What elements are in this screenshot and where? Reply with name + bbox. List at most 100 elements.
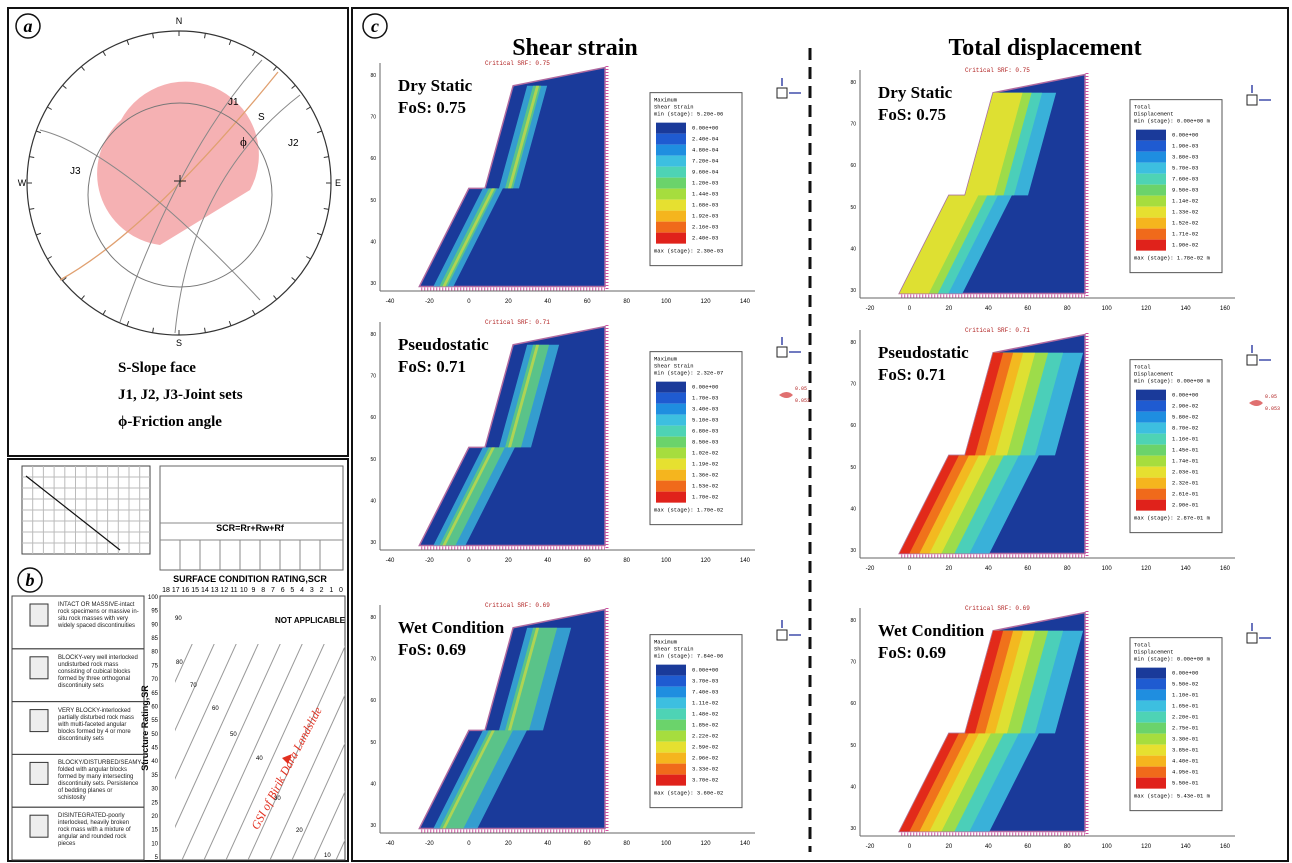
sr-tick: 10 bbox=[151, 841, 158, 847]
y-tick-label: 60 bbox=[370, 415, 376, 421]
legend-swatch bbox=[1136, 455, 1166, 467]
structure-sketch bbox=[29, 603, 49, 627]
y-tick-label: 50 bbox=[370, 457, 376, 463]
y-tick-label: 50 bbox=[850, 465, 856, 471]
stereonet-tick bbox=[228, 320, 232, 327]
structure-text: DISINTEGRATED-poorly interlocked, heavil… bbox=[58, 813, 131, 848]
x-tick-label: 40 bbox=[985, 844, 992, 850]
contour-band bbox=[899, 630, 1004, 832]
legend-swatch bbox=[656, 458, 686, 470]
sr-tick: 55 bbox=[151, 718, 158, 724]
legend-swatch bbox=[1136, 777, 1166, 789]
y-tick-label: 80 bbox=[850, 340, 856, 346]
stereonet-tick bbox=[291, 277, 296, 282]
legend-value: 1.45e-01 bbox=[1172, 447, 1199, 454]
seismic-label: 0.05 bbox=[795, 386, 807, 392]
scr-tick: 9 bbox=[252, 587, 256, 594]
legend-value: 5.10e-03 bbox=[692, 417, 718, 424]
legend-swatch bbox=[1136, 195, 1166, 207]
friction-circle bbox=[87, 102, 273, 288]
legend-swatch bbox=[1136, 129, 1166, 141]
panel-badge bbox=[17, 567, 43, 593]
legend-title: min (stage): 0.00e+00 m bbox=[1134, 378, 1211, 385]
legend-value: 7.40e-03 bbox=[692, 689, 718, 696]
legend-swatch bbox=[1136, 488, 1166, 500]
x-tick-label: -20 bbox=[425, 558, 434, 564]
legend-value: 4.95e-01 bbox=[1172, 769, 1199, 776]
sr-tick: 40 bbox=[151, 759, 158, 765]
critical-srf: Critical SRF: 0.71 bbox=[485, 319, 550, 326]
legend-swatch bbox=[656, 144, 686, 156]
panel-c-frame bbox=[351, 7, 1289, 862]
legend-value: 5.50e-02 bbox=[1172, 681, 1198, 688]
legend-max: max (stage): 5.43e-01 m bbox=[1134, 793, 1211, 800]
x-tick-label: 80 bbox=[623, 558, 630, 564]
legend-title: Maximum bbox=[654, 639, 678, 646]
legend-value: 0.00e+00 bbox=[692, 384, 718, 391]
critical-srf: Critical SRF: 0.69 bbox=[965, 605, 1030, 612]
scr-tick: 8 bbox=[261, 587, 265, 594]
x-tick-label: 0 bbox=[467, 841, 471, 847]
structure-text: INTACT OR MASSIVE-intact rock specimens … bbox=[58, 602, 139, 629]
fos: FoS: 0.75 bbox=[398, 98, 466, 117]
x-tick-label: 80 bbox=[623, 299, 630, 305]
legend-value: 1.33e-02 bbox=[1172, 209, 1198, 216]
scr-tick: 13 bbox=[211, 587, 219, 594]
legend-swatch bbox=[1136, 444, 1166, 456]
scr-tick: 18 bbox=[162, 587, 170, 594]
x-tick-label: 80 bbox=[1064, 306, 1071, 312]
x-tick-label: 0 bbox=[908, 844, 912, 850]
legend-swatch bbox=[1136, 151, 1166, 163]
x-tick-label: 140 bbox=[740, 558, 751, 564]
structure-text: BLOCKY/DISTURBED/SEAMY-folded with angul… bbox=[58, 760, 143, 802]
legend-swatch bbox=[656, 469, 686, 481]
contour-band bbox=[439, 85, 542, 287]
stereonet-tick bbox=[102, 310, 106, 315]
legend-value: 7.20e-04 bbox=[692, 158, 719, 165]
legend-swatch bbox=[1136, 433, 1166, 445]
x-tick-label: 100 bbox=[661, 299, 672, 305]
legend-max: max (stage): 2.30e-03 bbox=[654, 248, 723, 255]
stereonet-tick bbox=[62, 277, 67, 282]
x-tick-label: 20 bbox=[946, 306, 953, 312]
x-tick-label: 100 bbox=[1102, 566, 1113, 572]
condition: Dry Static bbox=[398, 76, 473, 95]
gsi-line bbox=[175, 644, 259, 829]
x-tick-label: 20 bbox=[505, 558, 512, 564]
support-arrow bbox=[1251, 345, 1271, 361]
y-tick-label: 30 bbox=[850, 826, 856, 832]
stereonet-tick bbox=[273, 66, 278, 71]
gsi-line bbox=[175, 644, 215, 732]
legend-title: min (stage): 5.20e-06 bbox=[654, 111, 723, 118]
seismic-marker bbox=[1249, 400, 1263, 406]
legend-value: 1.10e-01 bbox=[1172, 692, 1199, 699]
legend-title: min (stage): 7.84e-06 bbox=[654, 653, 723, 660]
y-tick-label: 70 bbox=[370, 657, 376, 663]
legend-value: 3.85e-01 bbox=[1172, 747, 1199, 754]
legend-swatch bbox=[656, 708, 686, 720]
contours bbox=[433, 627, 572, 829]
structure-sketch bbox=[29, 814, 49, 838]
critical-srf: Critical SRF: 0.75 bbox=[965, 67, 1030, 74]
contours bbox=[899, 630, 1084, 832]
x-tick-label: 0 bbox=[908, 566, 912, 572]
not-applicable: NOT APPLICABLE bbox=[275, 616, 346, 625]
contour-band bbox=[433, 85, 548, 287]
scr-tick: 4 bbox=[300, 587, 304, 594]
x-tick-label: 0 bbox=[908, 306, 912, 312]
legend-line: ϕ-Friction angle bbox=[118, 414, 222, 430]
gsi-line bbox=[181, 644, 281, 860]
legend-value: 1.36e-02 bbox=[692, 472, 718, 479]
sr-tick: 75 bbox=[151, 663, 158, 669]
y-tick-label: 80 bbox=[370, 73, 376, 79]
panel-label: b bbox=[26, 570, 35, 590]
legend-swatch bbox=[656, 155, 686, 167]
legend-value: 1.11e-02 bbox=[692, 700, 718, 707]
legend-swatch bbox=[656, 403, 686, 415]
condition: Pseudostatic bbox=[398, 335, 489, 354]
legend-value: 2.75e-01 bbox=[1172, 725, 1199, 732]
fos: FoS: 0.75 bbox=[878, 105, 946, 124]
legend-title: Total bbox=[1134, 104, 1151, 111]
gsi-line bbox=[269, 693, 345, 860]
legend-swatch bbox=[656, 414, 686, 426]
